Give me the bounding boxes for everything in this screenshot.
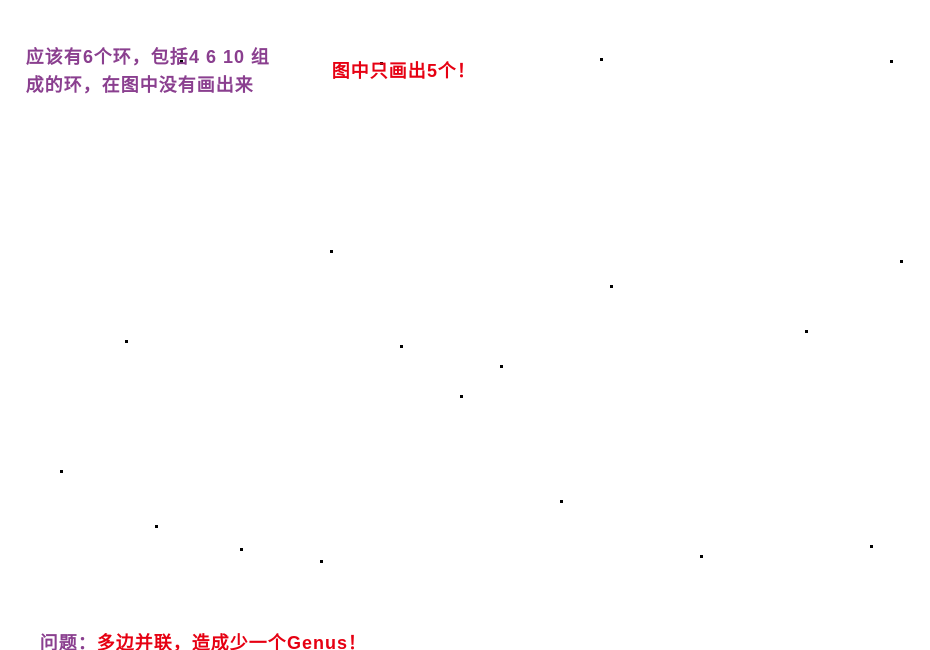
speckle [805, 330, 808, 333]
speckle [560, 500, 563, 503]
note-top-left-line2: 成的环，在图中没有画出来 [14, 50, 254, 97]
speckle [460, 395, 463, 398]
speckle [900, 260, 903, 263]
note-bottom: 问题：多边并联，造成少一个Genus！ [28, 608, 367, 650]
speckle [155, 525, 158, 528]
speckle [60, 470, 63, 473]
speckle [890, 60, 893, 63]
note-text: 成的环，在图中没有画出来 [26, 75, 254, 95]
note-text: 图中只画出5个！ [332, 61, 476, 81]
speckle [330, 250, 333, 253]
speckle [500, 365, 503, 368]
note-top-center: 图中只画出5个！ [320, 36, 476, 83]
speckle [610, 285, 613, 288]
speckle [870, 545, 873, 548]
speckle [400, 345, 403, 348]
speckle [125, 340, 128, 343]
genus-diagram [0, 0, 930, 650]
speckle [700, 555, 703, 558]
speckle [240, 548, 243, 551]
note-red: 多边并联，造成少一个Genus！ [97, 633, 367, 650]
note-prefix: 问题： [40, 633, 97, 650]
speckle [320, 560, 323, 563]
speckle [600, 58, 603, 61]
